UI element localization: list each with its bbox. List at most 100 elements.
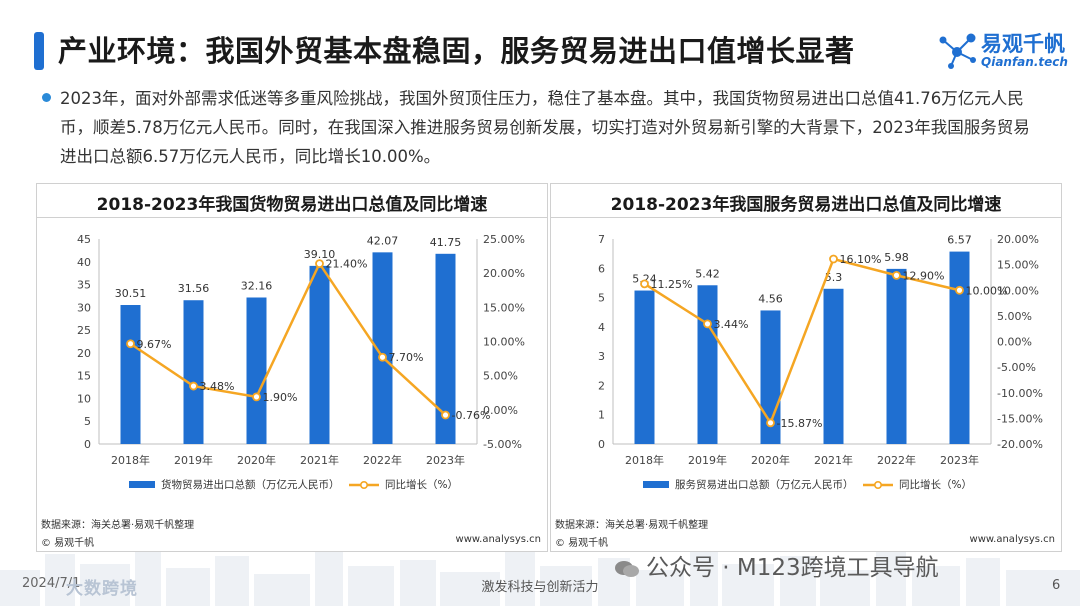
page-number: 6 xyxy=(1052,578,1061,593)
y-left-tick-label: 3 xyxy=(598,350,605,363)
legend-line-label: 同比增长（%） xyxy=(899,478,972,491)
y-left-tick-label: 30 xyxy=(77,301,91,314)
y-right-tick-label: 10.00% xyxy=(483,336,525,349)
growth-point xyxy=(892,270,901,280)
bar xyxy=(634,290,655,444)
growth-point xyxy=(766,418,775,428)
growth-value-label: 16.10% xyxy=(840,253,882,266)
wechat-watermark: 公众号 · M123跨境工具导航 xyxy=(614,548,939,582)
bar-value-label: 30.51 xyxy=(115,287,147,300)
bar-value-label: 31.56 xyxy=(178,282,210,295)
growth-point xyxy=(126,339,135,349)
legend-bar-label: 货物贸易进出口总额（万亿元人民币） xyxy=(161,478,340,491)
service-trade-chart-panel: 2018-2023年我国服务贸易进出口总值及同比增速 0 1 2 3 4 5 6 7 -20.0… xyxy=(550,183,1062,552)
intro-paragraph: 2023年，面对外部需求低迷等多重风险挑战，我国外贸顶住压力，稳住了基本盘。其中… xyxy=(60,89,1030,166)
footer-slogan: 激发科技与创新活力 xyxy=(481,580,599,595)
x-tick-label: 2020年 xyxy=(237,453,276,467)
y-left-tick-label: 20 xyxy=(77,347,91,360)
growth-value-label: 9.67% xyxy=(137,338,172,351)
x-tick-label: 2023年 xyxy=(940,453,979,467)
footer-date: 2024/7/1 xyxy=(22,576,81,591)
wechat-icon xyxy=(615,560,639,577)
title-divider xyxy=(37,217,547,218)
growth-point xyxy=(441,410,450,420)
y-right-tick-label: -5.00% xyxy=(483,438,522,451)
growth-point xyxy=(189,381,198,391)
y-right-tick-label: 0.00% xyxy=(997,336,1032,349)
x-tick-label: 2019年 xyxy=(688,453,727,467)
service-trade-chart: 0 1 2 3 4 5 6 7 -20.00% -15.00% -10.00% -5.00% 0.00%… xyxy=(598,233,1043,491)
y-right-tick-label: -15.00% xyxy=(997,412,1043,425)
qianfan-logo-icon xyxy=(939,33,976,69)
y-right-tick-label: 0.00% xyxy=(483,404,518,417)
legend-line-marker xyxy=(873,480,882,489)
growth-value-label: 10.00% xyxy=(966,284,1008,297)
title-divider xyxy=(551,217,1061,218)
legend-bar-swatch xyxy=(129,481,155,488)
bar-value-label: 6.57 xyxy=(947,234,972,247)
y-left-tick-label: 15 xyxy=(77,370,91,383)
growth-value-label: 7.70% xyxy=(389,351,424,364)
data-source: 数据来源：海关总署·易观千帆整理 xyxy=(555,520,709,531)
growth-line xyxy=(643,257,960,426)
chart-title: 2018-2023年我国货物贸易进出口总值及同比增速 xyxy=(96,195,488,215)
copyright: © 易观千帆 xyxy=(41,538,95,549)
y-left-tick-label: 40 xyxy=(77,256,91,269)
growth-value-label: 11.25% xyxy=(651,278,693,291)
y-left-tick-label: 2 xyxy=(598,379,605,392)
bar xyxy=(183,300,204,444)
goods-trade-chart: 0 5 10 15 20 25 30 35 40 45 -5.00% 0.00% 5.00% 10.00%… xyxy=(77,233,525,491)
logo-name: 易观千帆 xyxy=(981,32,1065,56)
goods-trade-chart-panel: 2018-2023年我国货物贸易进出口总值及同比增速 0 5 10 15 20 25 30 3… xyxy=(36,183,548,552)
growth-point xyxy=(955,285,964,295)
y-left-tick-label: 0 xyxy=(84,438,91,451)
bar xyxy=(120,305,141,444)
y-left-tick-label: 10 xyxy=(77,392,91,405)
x-tick-label: 2020年 xyxy=(751,453,790,467)
copyright: © 易观千帆 xyxy=(555,538,609,549)
growth-point xyxy=(829,254,838,264)
y-left-tick-label: 5 xyxy=(84,415,91,428)
y-right-tick-label: 5.00% xyxy=(997,310,1032,323)
y-right-tick-label: 20.00% xyxy=(997,233,1039,246)
bar xyxy=(823,288,844,444)
growth-point xyxy=(703,319,712,329)
y-left-tick-label: 25 xyxy=(77,324,91,337)
bar xyxy=(697,285,718,444)
y-left-tick-label: 4 xyxy=(598,321,605,334)
y-right-tick-label: 10.00% xyxy=(997,284,1039,297)
y-left-tick-label: 5 xyxy=(598,292,605,305)
x-tick-label: 2018年 xyxy=(625,453,664,467)
x-tick-label: 2023年 xyxy=(426,453,465,467)
y-right-tick-label: 5.00% xyxy=(483,370,518,383)
page-title: 产业环境：我国外贸基本盘稳固，服务贸易进出口值增长显著 xyxy=(58,34,855,68)
bar-value-label: 4.56 xyxy=(758,292,783,305)
bullet-dot-icon xyxy=(42,93,51,102)
growth-value-label: 12.90% xyxy=(903,269,945,282)
growth-value-label: 21.40% xyxy=(326,258,368,271)
bar-value-label: 5.3 xyxy=(825,271,843,284)
wechat-text: 公众号 · M123跨境工具导航 xyxy=(646,555,939,581)
growth-value-label: 3.48% xyxy=(200,380,235,393)
bar xyxy=(435,253,456,444)
city-skyline-decoration xyxy=(0,546,1080,606)
bar xyxy=(372,252,393,444)
growth-point xyxy=(378,352,387,362)
y-right-tick-label: 25.00% xyxy=(483,233,525,246)
growth-value-label: 1.90% xyxy=(263,391,298,404)
bar xyxy=(309,265,330,444)
y-left-tick-label: 1 xyxy=(598,409,605,422)
growth-value-label: -0.76% xyxy=(452,409,491,422)
x-tick-label: 2021年 xyxy=(814,453,853,467)
bar-value-label: 5.24 xyxy=(632,273,657,286)
x-tick-label: 2019年 xyxy=(174,453,213,467)
website: www.analysys.cn xyxy=(455,534,541,545)
y-left-tick-label: 0 xyxy=(598,438,605,451)
y-right-tick-label: -20.00% xyxy=(997,438,1043,451)
bar-value-label: 5.42 xyxy=(695,267,720,280)
x-tick-label: 2018年 xyxy=(111,453,150,467)
y-left-tick-label: 45 xyxy=(77,233,91,246)
bar-value-label: 32.16 xyxy=(241,279,273,292)
y-right-tick-label: 15.00% xyxy=(483,301,525,314)
x-tick-label: 2021年 xyxy=(300,453,339,467)
